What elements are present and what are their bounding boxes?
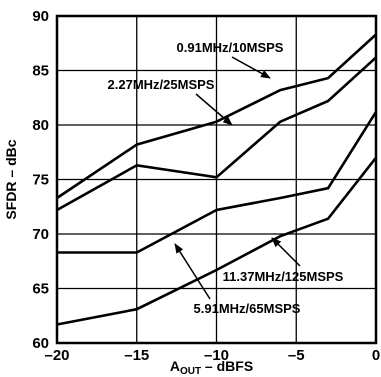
- x-axis-label: AOUT – dBFS: [170, 358, 253, 377]
- x-axis-label-subscript: OUT: [180, 366, 201, 377]
- x-tick-labels: –20 –15 –10 –5 0: [44, 347, 380, 364]
- series-label-2: 2.27MHz/25MSPS: [108, 77, 215, 92]
- y-tick-label: 70: [32, 226, 49, 243]
- label-arrow-1: [231, 56, 271, 79]
- y-tick-label: 60: [32, 335, 49, 352]
- label-arrow-4: [271, 237, 301, 267]
- y-tick-labels: 60 65 70 75 80 85 90: [32, 8, 49, 352]
- series-labels: 0.91MHz/10MSPS 2.27MHz/25MSPS 5.91MHz/65MS…: [108, 40, 344, 316]
- plot-frame: [55, 14, 378, 345]
- series-label-3: 5.91MHz/65MSPS: [194, 301, 301, 316]
- y-tick-label: 85: [32, 63, 49, 80]
- y-tick-label: 65: [32, 281, 49, 298]
- series-lines: [56, 33, 378, 326]
- label-arrow-3: [174, 243, 211, 300]
- y-tick-label: 75: [32, 172, 49, 189]
- x-tick-label: 0: [372, 347, 380, 364]
- y-tick-label: 90: [32, 8, 49, 25]
- x-tick-label: –20: [44, 347, 69, 364]
- label-arrows: [174, 56, 301, 300]
- series-line-2: [56, 56, 377, 212]
- x-axis-label-main: A: [170, 358, 180, 374]
- y-axis-label: SFDR – dBc: [3, 139, 19, 219]
- series-label-4: 11.37MHz/125MSPS: [223, 269, 344, 284]
- series-label-1: 0.91MHz/10MSPS: [177, 40, 284, 55]
- x-tick-label: –10: [204, 347, 229, 364]
- series-line-3: [57, 111, 378, 254]
- series-line-1: [56, 33, 377, 200]
- grid: [57, 16, 376, 343]
- series-line-4: [56, 156, 378, 326]
- x-tick-label: –15: [124, 347, 149, 364]
- x-tick-label: –5: [288, 347, 305, 364]
- y-tick-label: 80: [32, 117, 49, 134]
- label-arrow-2: [195, 93, 233, 126]
- x-axis-label-unit: – dBFS: [201, 358, 253, 374]
